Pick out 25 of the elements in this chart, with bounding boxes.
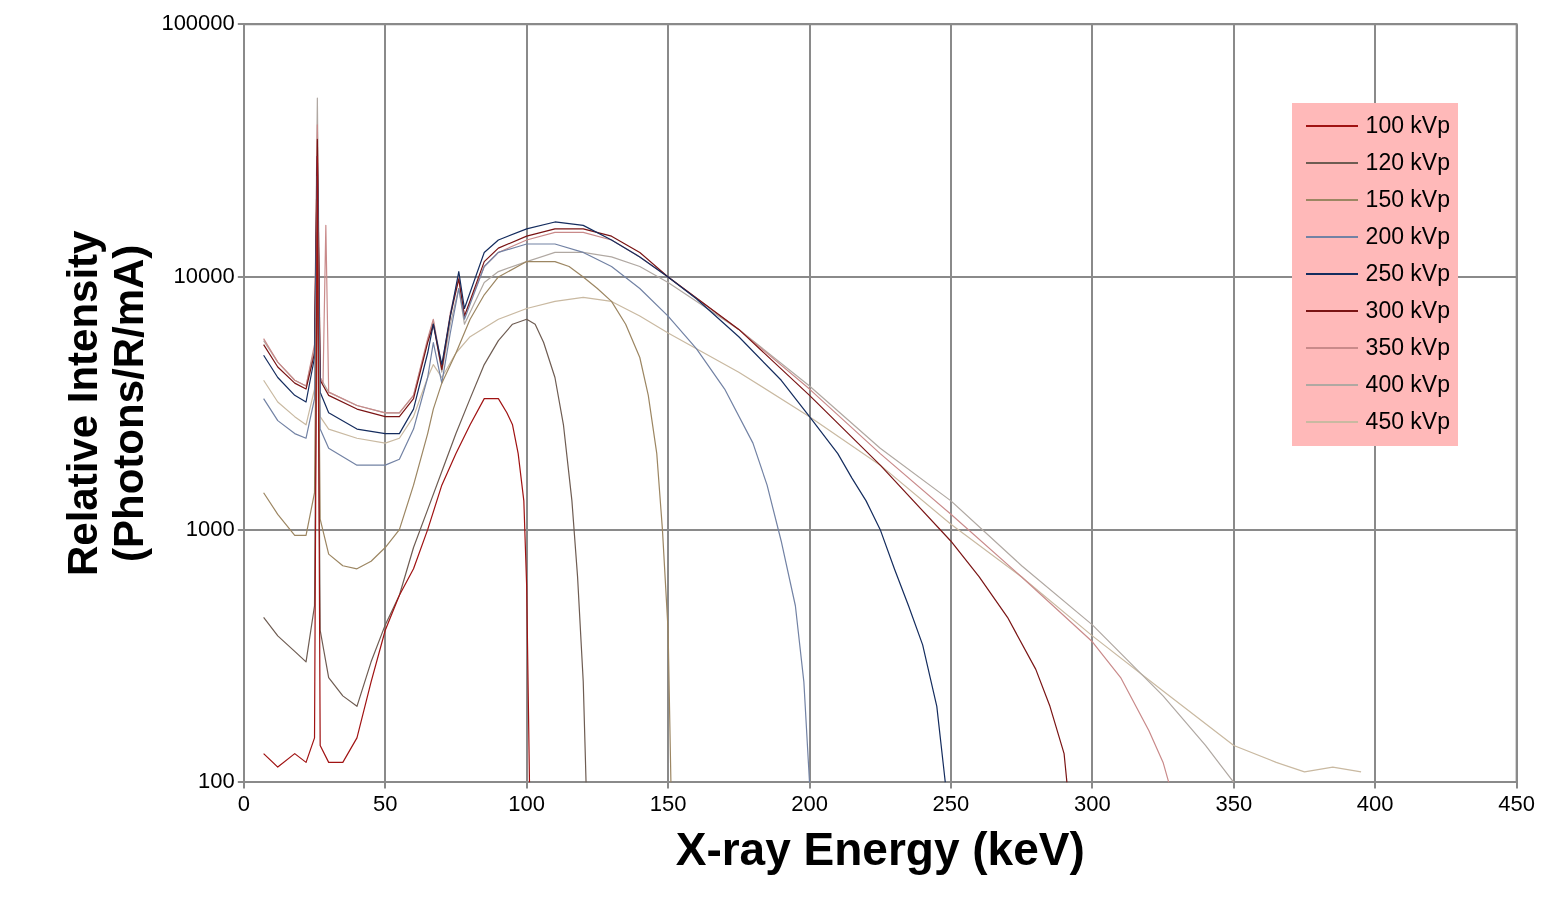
legend-label: 120 kVp bbox=[1365, 149, 1450, 176]
y-tick-label: 10000 bbox=[173, 263, 235, 288]
x-tick-label: 100 bbox=[508, 790, 546, 816]
x-tick-label: 450 bbox=[1498, 790, 1536, 816]
y-tick-label: 1000 bbox=[185, 515, 235, 541]
y-tick-label: 100000 bbox=[161, 10, 235, 36]
x-tick-label: 400 bbox=[1356, 790, 1394, 816]
legend-label: 400 kVp bbox=[1365, 371, 1450, 398]
legend-label: 350 kVp bbox=[1365, 334, 1450, 361]
x-tick-label: 0 bbox=[237, 790, 250, 816]
x-tick-label: 150 bbox=[649, 790, 687, 816]
x-tick-label: 300 bbox=[1074, 790, 1111, 816]
legend-label: 300 kVp bbox=[1365, 297, 1450, 324]
legend-label: 100 kVp bbox=[1365, 112, 1450, 139]
legend-label: 200 kVp bbox=[1365, 223, 1450, 250]
legend-label: 450 kVp bbox=[1365, 408, 1450, 435]
y-tick-label: 100 bbox=[198, 768, 235, 794]
x-tick-label: 50 bbox=[373, 790, 398, 816]
x-tick-label: 200 bbox=[791, 790, 828, 816]
legend-label: 150 kVp bbox=[1365, 186, 1450, 213]
legend-label: 250 kVp bbox=[1365, 260, 1450, 287]
y-axis-title: Relative Intensity (Photons/R/mA) bbox=[58, 229, 152, 577]
x-tick-label: 250 bbox=[932, 790, 970, 816]
x-tick-label: 350 bbox=[1215, 790, 1253, 816]
x-axis-title: X-ray Energy (keV) bbox=[675, 823, 1085, 876]
